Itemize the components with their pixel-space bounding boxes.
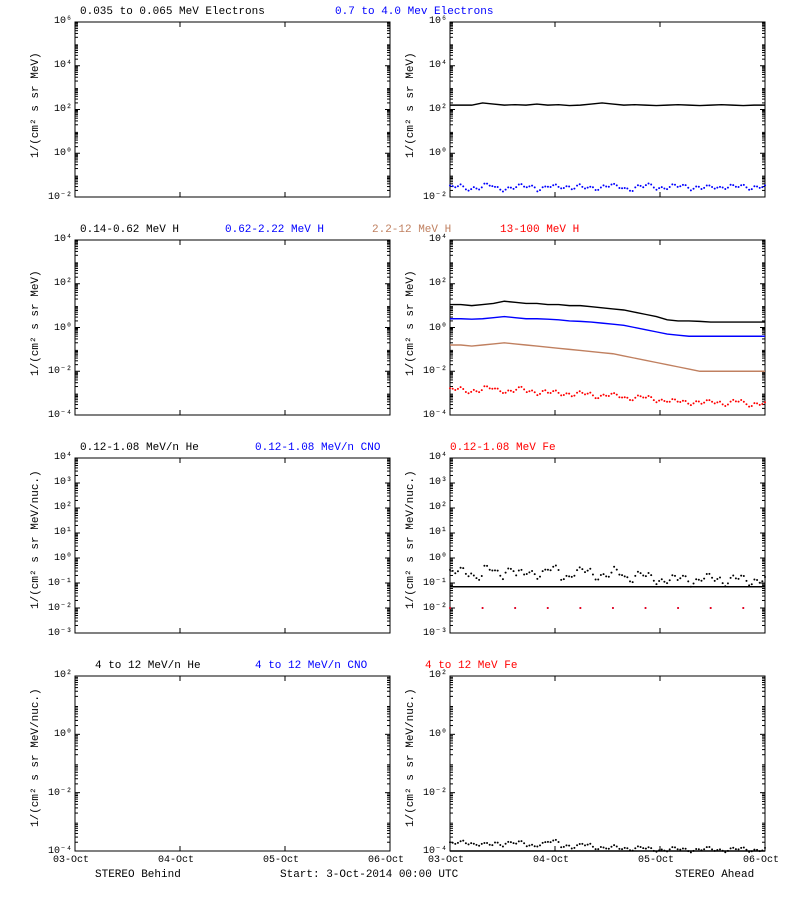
y-axis-label: 1/(cm² s sr MeV) xyxy=(405,270,417,376)
y-axis-label: 1/(cm² s sr MeV/nuc.) xyxy=(30,470,42,609)
y-axis-label: 1/(cm² s sr MeV/nuc.) xyxy=(405,688,417,827)
y-axis-label: 1/(cm² s sr MeV) xyxy=(30,270,42,376)
y-axis-label: 1/(cm² s sr MeV/nuc.) xyxy=(30,688,42,827)
y-axis-label: 1/(cm² s sr MeV/nuc.) xyxy=(405,470,417,609)
y-axis-label: 1/(cm² s sr MeV) xyxy=(405,52,417,158)
chart-page: 0.035 to 0.065 MeV Electrons0.7 to 4.0 M… xyxy=(0,0,800,900)
y-axis-label: 1/(cm² s sr MeV) xyxy=(30,52,42,158)
footer-center: Start: 3-Oct-2014 00:00 UTC xyxy=(280,869,458,881)
